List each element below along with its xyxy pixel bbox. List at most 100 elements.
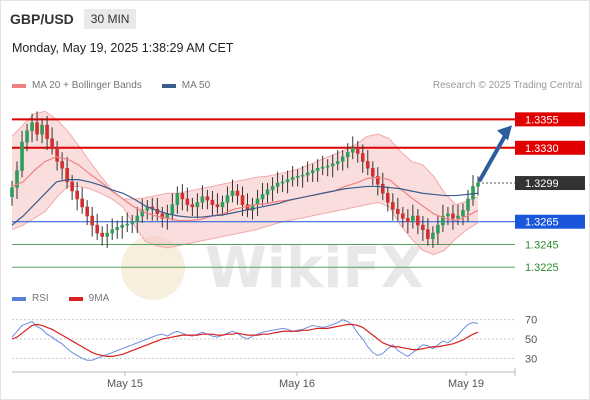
legend-item-ma50: MA 50 (161, 80, 211, 91)
level-labels: 1.3355 1.3330 1.3299 1.3265 1.3245 1.3225 (515, 112, 585, 274)
timestamp: Monday, May 19, 2025 1:38:29 AM CET (12, 41, 234, 55)
candle-up (340, 156, 345, 162)
rsi-legend: RSI 9MA (12, 293, 129, 304)
candle-up (265, 189, 270, 195)
level-label-1.3225: 1.3225 (525, 262, 559, 274)
rsi-tick-70: 70 (525, 315, 537, 327)
candle-up (471, 186, 475, 200)
candle-up (140, 210, 145, 217)
candle-down (375, 175, 380, 185)
candle-up (15, 170, 19, 188)
level-label-1.3265: 1.3265 (525, 217, 559, 229)
candle-down (75, 190, 79, 200)
legend-label-ma50: MA 50 (181, 80, 211, 91)
candle-down (421, 224, 425, 230)
candle-down (370, 168, 375, 177)
candle-up (135, 215, 140, 222)
legend-label-rsi-ma: 9MA (88, 293, 110, 304)
main-legend: MA 20 + Bollinger Bands MA 50 (12, 80, 230, 91)
candle-up (456, 215, 460, 219)
candle-down (90, 215, 94, 226)
candle-up (476, 182, 480, 187)
candle-up (10, 187, 14, 197)
candle-up (350, 147, 355, 153)
candle-up (335, 161, 340, 164)
forecast-arrow (478, 125, 512, 183)
candle-down (70, 181, 74, 192)
candle-up (290, 177, 295, 180)
legend-swatch-ma50 (161, 83, 176, 88)
level-label-1.3245: 1.3245 (525, 239, 559, 251)
timeframe-badge[interactable]: 30 MIN (83, 9, 137, 29)
candle-up (436, 224, 440, 234)
candle-down (185, 198, 190, 205)
candle-down (205, 196, 210, 201)
candle-up (195, 202, 200, 208)
candle-down (210, 199, 215, 205)
candle-up (115, 227, 120, 230)
candle-up (120, 224, 125, 228)
candle-down (360, 153, 365, 162)
candle-up (230, 190, 235, 196)
x-tick-label: May 15 (107, 378, 143, 390)
watermark-logo (121, 236, 185, 300)
x-axis: May 15 May 16 May 19 (12, 368, 516, 390)
candle-up (315, 168, 320, 171)
legend-label-rsi: RSI (32, 293, 49, 304)
candle-down (95, 224, 99, 234)
rsi-line (11, 319, 479, 361)
candle-down (80, 198, 84, 208)
legend-item-ma20: MA 20 + Bollinger Bands (12, 80, 142, 91)
legend-swatch-ma20 (12, 83, 26, 88)
candle-down (60, 161, 64, 169)
legend-label-ma20: MA 20 + Bollinger Bands (32, 80, 142, 91)
candle-down (215, 204, 220, 208)
candle-up (461, 210, 465, 217)
forecast-arrow-shaft (478, 130, 509, 183)
candle-up (200, 196, 205, 203)
candle-up (125, 223, 130, 226)
candle-up (170, 204, 175, 214)
candle-up (310, 170, 315, 174)
candle-up (250, 204, 255, 211)
candle-up (270, 186, 275, 191)
candle-up (175, 193, 180, 205)
level-tag-1.3265 (515, 214, 585, 229)
candle-up (431, 232, 435, 240)
candle-up (280, 181, 285, 184)
level-tag-1.3299 (515, 176, 585, 191)
x-tick-label: May 19 (448, 378, 484, 390)
level-label-1.3330: 1.3330 (525, 143, 559, 155)
ma50-line (11, 179, 479, 226)
candle-up (446, 213, 450, 217)
candle-up (295, 175, 300, 178)
candle-down (391, 202, 395, 210)
candle-down (100, 232, 104, 237)
candle-down (50, 138, 54, 149)
candle-up (220, 202, 225, 208)
level-label-1.3355: 1.3355 (525, 114, 559, 126)
legend-swatch-rsi-ma (68, 296, 83, 301)
candle-down (380, 183, 385, 194)
x-tick-label: May 16 (279, 378, 315, 390)
candle-down (365, 161, 370, 169)
candle-up (441, 215, 445, 226)
candle-up (110, 229, 115, 234)
legend-swatch-rsi (12, 296, 26, 301)
candle-down (240, 195, 245, 205)
rsi-ma-line (11, 323, 479, 357)
candle-up (325, 165, 330, 168)
watermark-text: WikiFX (205, 236, 424, 301)
bollinger-band-fill (12, 111, 478, 255)
level-tag-1.3330 (515, 140, 585, 155)
chart-header: GBP/USD 30 MIN (10, 8, 137, 30)
candle-down (386, 193, 390, 203)
candle-up (330, 163, 335, 167)
source-credit: Research © 2025 Trading Central (432, 80, 582, 91)
bollinger-upper-line (11, 110, 479, 206)
candle-down (426, 229, 430, 240)
candle-down (396, 208, 400, 214)
currency-pair: GBP/USD (10, 11, 74, 27)
candle-up (30, 122, 34, 131)
legend-item-rsi-ma: 9MA (68, 293, 110, 304)
